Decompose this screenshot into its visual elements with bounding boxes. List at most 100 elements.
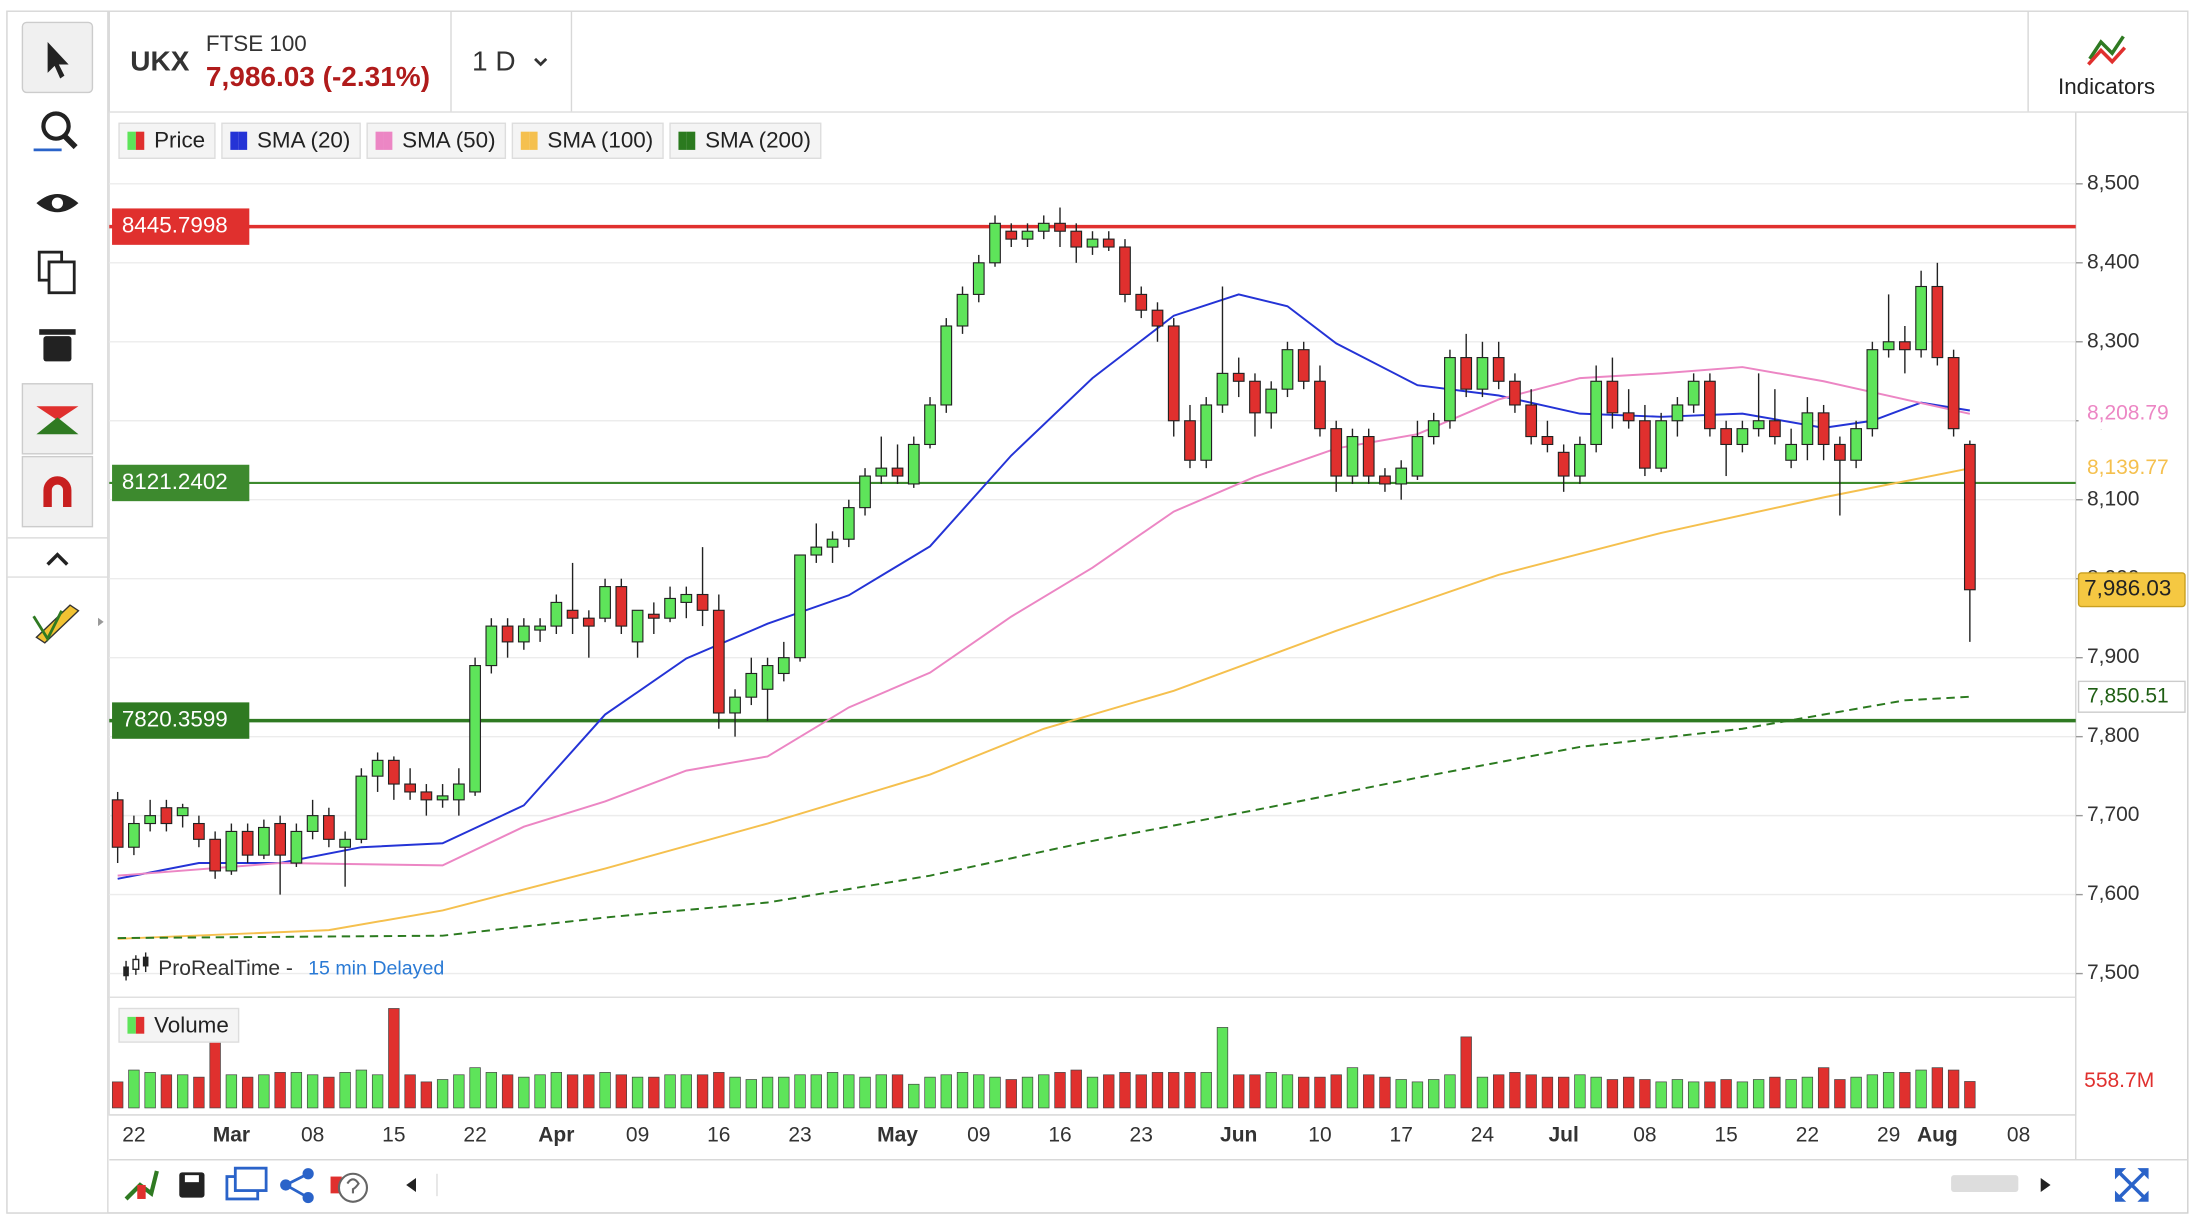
volume-bar [1395,1079,1407,1109]
candle-body [826,538,839,548]
volume-bar [826,1072,839,1109]
share-icon [285,1172,309,1199]
candle-body [1232,372,1245,382]
delay-link[interactable]: 15 min Delayed [308,957,444,979]
scroll-left[interactable] [406,1177,416,1192]
volume-bar [1590,1076,1602,1109]
candle-body [664,597,676,619]
volume-bar [404,1074,416,1109]
volume-bar [1915,1069,1927,1109]
legend-label: SMA (20) [257,127,350,152]
candle-body [1427,420,1440,438]
candle-body [859,475,871,509]
last-value-bg [2078,398,2185,430]
magnet-button[interactable] [21,455,94,528]
legend-swatch [238,131,248,150]
candle-body [111,799,124,848]
candle-body [128,822,140,848]
volume-bar [1151,1072,1164,1109]
x-tick-label: 23 [788,1123,811,1146]
legend-item: SMA (100) [511,122,664,159]
volume-bar [371,1074,384,1109]
legend-item: SMA (20) [221,122,361,159]
candle-body [1639,420,1651,469]
volume-bar [160,1074,173,1109]
candle-body [176,807,189,817]
legend-item: Volume [118,1007,240,1043]
volume-bar [1184,1072,1196,1109]
candle-body [339,838,352,848]
x-tick-label: Jun [1220,1123,1257,1146]
legend-label: SMA (100) [547,127,653,152]
layout-icon [233,1166,268,1192]
legend-item: Price [118,122,216,159]
price-label-bg [2077,572,2186,608]
candle-body [1021,230,1034,240]
volume-bar [615,1074,627,1109]
volume-bar [778,1076,790,1109]
volume-bar [631,1076,644,1109]
scroll-right[interactable] [2040,1177,2051,1192]
x-tick-label: 16 [707,1123,730,1146]
zoom-icon[interactable] [41,111,71,141]
candle-body [257,826,270,856]
x-tick-label: 22 [463,1123,486,1146]
candle-body [1622,412,1635,422]
candle-body [1281,349,1294,390]
indicators-button[interactable]: Indicators [2058,35,2155,99]
candle-body [485,625,498,667]
bottom-toolbar [109,1159,2188,1204]
candle-body [1476,357,1489,390]
volume-bar [648,1076,660,1109]
candle-body [1411,435,1424,477]
help-icon [346,1178,360,1194]
price-label: 7,986.03 [2084,576,2171,601]
volume-bar [908,1083,920,1109]
candle-body [1054,222,1066,232]
x-tick-label: 08 [2007,1123,2030,1146]
candle-body [777,657,790,675]
volume-bar [485,1072,498,1109]
sma-line [117,293,1971,880]
y-tick-label: 8,400 [2087,250,2140,273]
volume-bar [1330,1074,1342,1109]
volume-bar [664,1074,676,1109]
quote: 7,986.03 (-2.31%) [206,61,430,92]
legend-swatch [127,131,136,150]
interval-select[interactable]: 1 D [472,45,516,76]
volume-bar [1525,1074,1537,1109]
candle-body [241,830,254,856]
volume-bar [1866,1074,1879,1109]
scroll-thumb[interactable] [1951,1175,2019,1192]
candle-body [209,838,222,872]
volume-bar [274,1072,286,1109]
legend-swatch [529,131,538,150]
legend-swatch [383,131,393,150]
volume-bar [1801,1076,1814,1109]
volume-bar [355,1069,368,1109]
volume-bar [1216,1027,1229,1109]
collapse-icon[interactable] [46,552,69,566]
legend-label: Price [154,127,205,152]
candle-body [1655,420,1668,469]
volume-bar [924,1076,936,1109]
volume-bar [1021,1076,1034,1109]
help-button[interactable] [330,1176,342,1194]
level-label-bg [112,464,250,502]
volume-bar [1687,1081,1700,1109]
y-tick-label: 8,500 [2087,171,2140,194]
volume-bar [241,1076,254,1109]
candle-body [1866,349,1879,430]
price-pane [108,111,2077,998]
trash-icon[interactable] [43,336,72,362]
candle-body [1216,372,1229,406]
volume-bar [420,1081,433,1109]
volume-bar [794,1074,806,1109]
candle-body [1265,388,1278,414]
candle-body [956,293,969,327]
candle-body [875,467,888,477]
chart-type-icon [137,1184,146,1199]
volume-bar [1769,1076,1781,1109]
header: UKX FTSE 100 7,986.03 (-2.31%) 1 D Indic… [108,10,2189,113]
last-value-bg [2078,452,2185,484]
